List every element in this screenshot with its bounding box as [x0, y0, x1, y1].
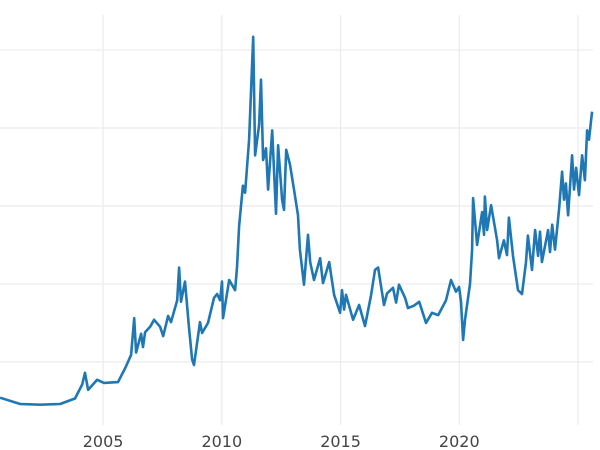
x-axis-tick-labels: 2005 2010 2015 2020	[83, 432, 480, 450]
x-tick-label: 2020	[439, 432, 480, 450]
x-tick-label: 2005	[83, 432, 124, 450]
x-tick-label: 2015	[320, 432, 361, 450]
grid	[0, 15, 593, 425]
x-tick-label: 2010	[201, 432, 242, 450]
series-lines	[0, 35, 594, 406]
series-line	[0, 35, 594, 406]
